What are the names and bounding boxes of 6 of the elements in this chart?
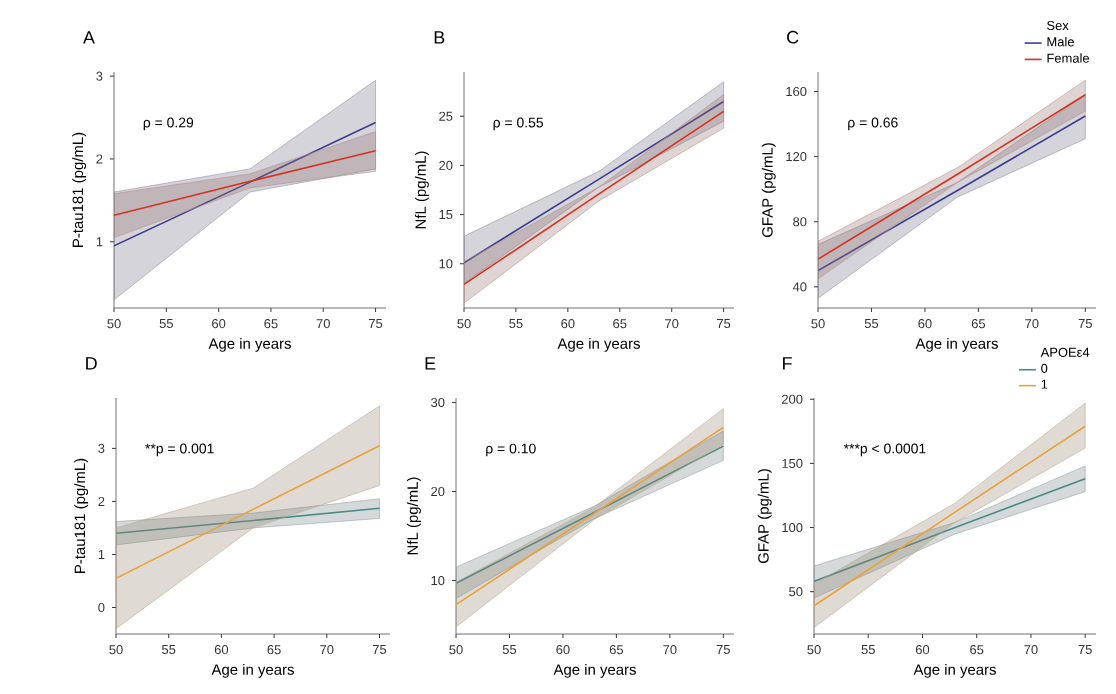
chart-title: C bbox=[787, 30, 799, 44]
chart-title: D bbox=[86, 357, 97, 370]
chart-title: F bbox=[783, 357, 792, 370]
chart-title: E bbox=[425, 357, 436, 370]
chart-title: A bbox=[83, 31, 95, 44]
chart-title: B bbox=[434, 31, 445, 44]
